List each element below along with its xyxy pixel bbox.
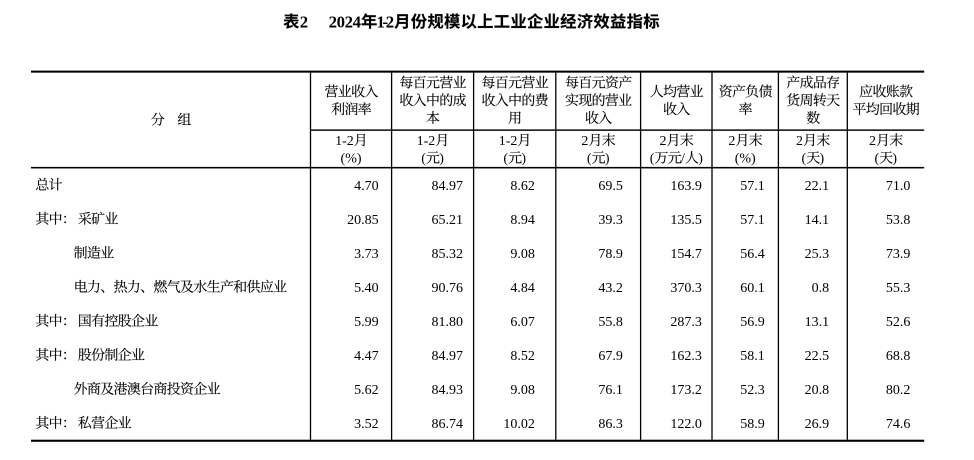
- svg-text:22.1: 22.1: [805, 179, 830, 194]
- svg-text:1-2: 1-2: [377, 12, 395, 31]
- svg-text:20.8: 20.8: [805, 383, 830, 398]
- svg-text:84.97: 84.97: [432, 349, 464, 364]
- svg-text:2: 2: [869, 134, 876, 149]
- svg-text:2: 2: [728, 134, 735, 149]
- svg-text:): ): [892, 152, 897, 167]
- svg-text:(: (: [650, 152, 655, 167]
- svg-text:162.3: 162.3: [670, 349, 702, 364]
- svg-text:(: (: [421, 152, 426, 167]
- svg-text:4.70: 4.70: [354, 179, 379, 194]
- svg-text:58.1: 58.1: [740, 349, 765, 364]
- svg-text:25.3: 25.3: [805, 247, 830, 262]
- svg-text:): ): [521, 152, 526, 167]
- svg-text:56.9: 56.9: [740, 315, 765, 330]
- svg-text:173.2: 173.2: [670, 383, 702, 398]
- svg-text:43.2: 43.2: [598, 281, 623, 296]
- svg-text:): ): [605, 152, 610, 167]
- svg-text:90.76: 90.76: [432, 281, 464, 296]
- svg-text:13.1: 13.1: [805, 315, 830, 330]
- svg-text:(%): (%): [341, 152, 362, 167]
- svg-text:9.08: 9.08: [510, 383, 535, 398]
- svg-text:55.3: 55.3: [886, 281, 911, 296]
- svg-text:): ): [820, 152, 825, 167]
- svg-text:287.3: 287.3: [670, 315, 702, 330]
- svg-text:9.08: 9.08: [510, 247, 535, 262]
- svg-text:14.1: 14.1: [805, 213, 830, 228]
- svg-text:86.3: 86.3: [598, 417, 623, 432]
- svg-text:55.8: 55.8: [598, 315, 623, 330]
- svg-text:57.1: 57.1: [740, 179, 765, 194]
- svg-text:2: 2: [300, 12, 308, 31]
- svg-text:76.1: 76.1: [598, 383, 623, 398]
- svg-text:71.0: 71.0: [886, 179, 911, 194]
- svg-text:39.3: 39.3: [598, 213, 623, 228]
- svg-text:): ): [698, 152, 703, 167]
- svg-text:2: 2: [796, 134, 803, 149]
- svg-text:80.2: 80.2: [886, 383, 911, 398]
- svg-text:58.9: 58.9: [740, 417, 765, 432]
- svg-text:57.1: 57.1: [740, 213, 765, 228]
- svg-text:6.07: 6.07: [510, 315, 535, 330]
- svg-text:67.9: 67.9: [598, 349, 623, 364]
- svg-text:154.7: 154.7: [670, 247, 702, 262]
- svg-text:2024: 2024: [329, 12, 362, 31]
- svg-text:86.74: 86.74: [432, 417, 464, 432]
- svg-text:2: 2: [660, 134, 667, 149]
- svg-text:(: (: [802, 152, 807, 167]
- svg-text:1-2: 1-2: [335, 134, 354, 149]
- svg-text:81.80: 81.80: [432, 315, 464, 330]
- svg-text:8.62: 8.62: [510, 179, 535, 194]
- svg-text:4.84: 4.84: [510, 281, 535, 296]
- svg-text:5.99: 5.99: [354, 315, 379, 330]
- svg-text:65.21: 65.21: [432, 213, 464, 228]
- svg-text:84.93: 84.93: [432, 383, 464, 398]
- svg-text:53.8: 53.8: [886, 213, 911, 228]
- svg-text:/: /: [681, 152, 685, 167]
- svg-text:78.9: 78.9: [598, 247, 623, 262]
- svg-text:69.5: 69.5: [598, 179, 623, 194]
- svg-text:22.5: 22.5: [805, 349, 830, 364]
- svg-text:): ): [439, 152, 444, 167]
- svg-text:73.9: 73.9: [886, 247, 911, 262]
- svg-text:52.6: 52.6: [886, 315, 911, 330]
- svg-text:5.40: 5.40: [354, 281, 379, 296]
- svg-text:2: 2: [581, 134, 588, 149]
- svg-text:(: (: [874, 152, 879, 167]
- svg-text:4.47: 4.47: [354, 349, 379, 364]
- svg-text:85.32: 85.32: [432, 247, 464, 262]
- svg-text:20.85: 20.85: [347, 213, 379, 228]
- svg-text:1-2: 1-2: [417, 134, 436, 149]
- svg-text:0.8: 0.8: [812, 281, 830, 296]
- svg-text:10.02: 10.02: [503, 417, 535, 432]
- svg-text:84.97: 84.97: [432, 179, 464, 194]
- svg-text:8.52: 8.52: [510, 349, 535, 364]
- svg-text:370.3: 370.3: [670, 281, 702, 296]
- svg-text:26.9: 26.9: [805, 417, 830, 432]
- svg-text:3.52: 3.52: [354, 417, 379, 432]
- svg-text:1-2: 1-2: [499, 134, 518, 149]
- svg-text:74.6: 74.6: [886, 417, 911, 432]
- svg-text:(%): (%): [735, 152, 756, 167]
- svg-text:8.94: 8.94: [510, 213, 535, 228]
- svg-text:68.8: 68.8: [886, 349, 911, 364]
- svg-text:56.4: 56.4: [740, 247, 765, 262]
- svg-text:135.5: 135.5: [670, 213, 702, 228]
- svg-text:3.73: 3.73: [354, 247, 379, 262]
- svg-text:122.0: 122.0: [670, 417, 702, 432]
- svg-text:52.3: 52.3: [740, 383, 765, 398]
- svg-text:(: (: [503, 152, 508, 167]
- svg-text:163.9: 163.9: [670, 179, 702, 194]
- svg-text:60.1: 60.1: [740, 281, 765, 296]
- svg-text:5.62: 5.62: [354, 383, 379, 398]
- svg-text:(: (: [587, 152, 592, 167]
